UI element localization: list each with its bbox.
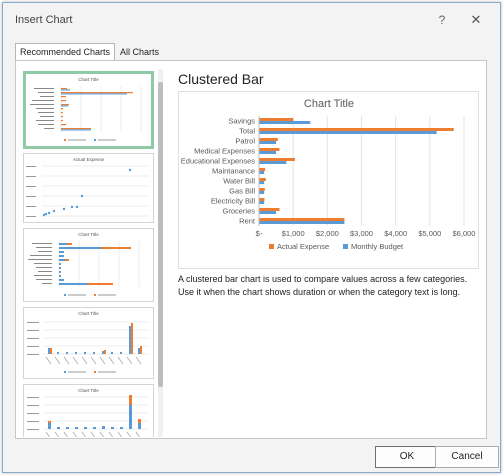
thumbnail-list: Chart Title Actual Expense (23, 69, 165, 437)
bar (259, 191, 265, 194)
bar (259, 188, 265, 191)
bar (259, 148, 280, 151)
thumbnail-scatter-chart (26, 165, 149, 217)
bar (259, 198, 265, 201)
bar (259, 118, 294, 121)
bar (259, 221, 345, 224)
bar (259, 181, 265, 184)
help-button[interactable]: ? (438, 13, 446, 27)
thumbnail-title: Chart Title (78, 311, 99, 316)
category-label: Savings (228, 117, 255, 126)
bar (259, 208, 280, 211)
bar (259, 131, 437, 134)
category-label: Total (239, 127, 255, 136)
thumbnail-title: Chart Title (78, 232, 99, 237)
bar (259, 218, 345, 221)
thumbnail-scatter[interactable]: Actual Expense (23, 153, 154, 223)
category-label: Maintanance (212, 167, 255, 176)
bar (259, 158, 295, 161)
category-label: Medical Expenses (194, 147, 255, 156)
category-label: Water Bill (223, 177, 255, 186)
tab-bar: Recommended Charts All Charts (15, 43, 164, 61)
category-label: Educational Expenses (181, 157, 255, 166)
legend-swatch (269, 244, 274, 249)
thumbnail-clustered-bar[interactable]: Chart Title (23, 71, 154, 149)
dialog-footer: OK Cancel (3, 439, 500, 472)
bar (259, 138, 278, 141)
bar (259, 168, 266, 171)
x-tick-label: $6,000 (453, 229, 476, 238)
chart-panel: Chart Title Actual Expense (15, 60, 487, 439)
thumbnail-bar-chart (30, 86, 142, 141)
ok-button[interactable]: OK (375, 446, 439, 468)
bar (259, 171, 265, 174)
x-tick-label: $4,000 (384, 229, 407, 238)
bar (259, 178, 266, 181)
thumbnail-stacked-bar-chart (28, 241, 140, 296)
x-tick-label: $- (256, 229, 263, 238)
category-label: Gas Bill (229, 187, 255, 196)
clustered-bar-chart: Chart Title $- $1,000 $2,000 $3,000 $4,000 $5,… (181, 98, 476, 251)
x-tick-label: $5,000 (418, 229, 441, 238)
x-tick-label: $1,000 (282, 229, 305, 238)
bar (259, 121, 311, 124)
legend-label: Actual Expense (277, 242, 329, 251)
x-tick-label: $3,000 (350, 229, 373, 238)
title-bar: Insert Chart ? ✕ (3, 3, 500, 37)
thumbnail-column-chart (27, 321, 149, 373)
thumbnail-stacked-column-chart (27, 395, 149, 437)
bar (259, 201, 265, 204)
legend-swatch (343, 244, 348, 249)
category-label: Patrol (235, 137, 255, 146)
bar (259, 151, 277, 154)
bar (259, 211, 277, 214)
tab-recommended-charts[interactable]: Recommended Charts (15, 43, 116, 61)
preview-heading: Clustered Bar (178, 71, 264, 87)
chart-preview: Chart Title $- $1,000 $2,000 $3,000 $4,000 $5,… (178, 91, 479, 269)
thumbnail-title: Chart Title (78, 388, 99, 393)
legend-label: Monthly Budget (351, 242, 404, 251)
thumbnail-stacked-bar[interactable]: Chart Title (23, 228, 154, 302)
tab-all-charts[interactable]: All Charts (120, 47, 160, 57)
cancel-button[interactable]: Cancel (435, 446, 499, 468)
thumbnail-clustered-column[interactable]: Chart Title (23, 307, 154, 379)
thumbnail-title: Actual Expense (72, 157, 105, 162)
category-label: Electricity Bill (211, 197, 256, 206)
thumbnail-stacked-column[interactable]: Chart Title (23, 384, 154, 437)
category-label: Groceries (222, 207, 255, 216)
x-tick-label: $2,000 (316, 229, 339, 238)
bar (259, 161, 287, 164)
chart-title: Chart Title (304, 98, 354, 110)
thumbnail-title: Chart Title (78, 77, 99, 82)
scrollbar-thumb[interactable] (158, 82, 163, 387)
bar (259, 141, 277, 144)
dialog-title: Insert Chart (15, 14, 73, 26)
chart-description: A clustered bar chart is used to compare… (178, 274, 468, 297)
category-label: Rent (239, 217, 256, 226)
close-icon[interactable]: ✕ (470, 12, 482, 27)
thumbnail-scrollbar[interactable] (158, 69, 163, 437)
bar (259, 128, 454, 131)
